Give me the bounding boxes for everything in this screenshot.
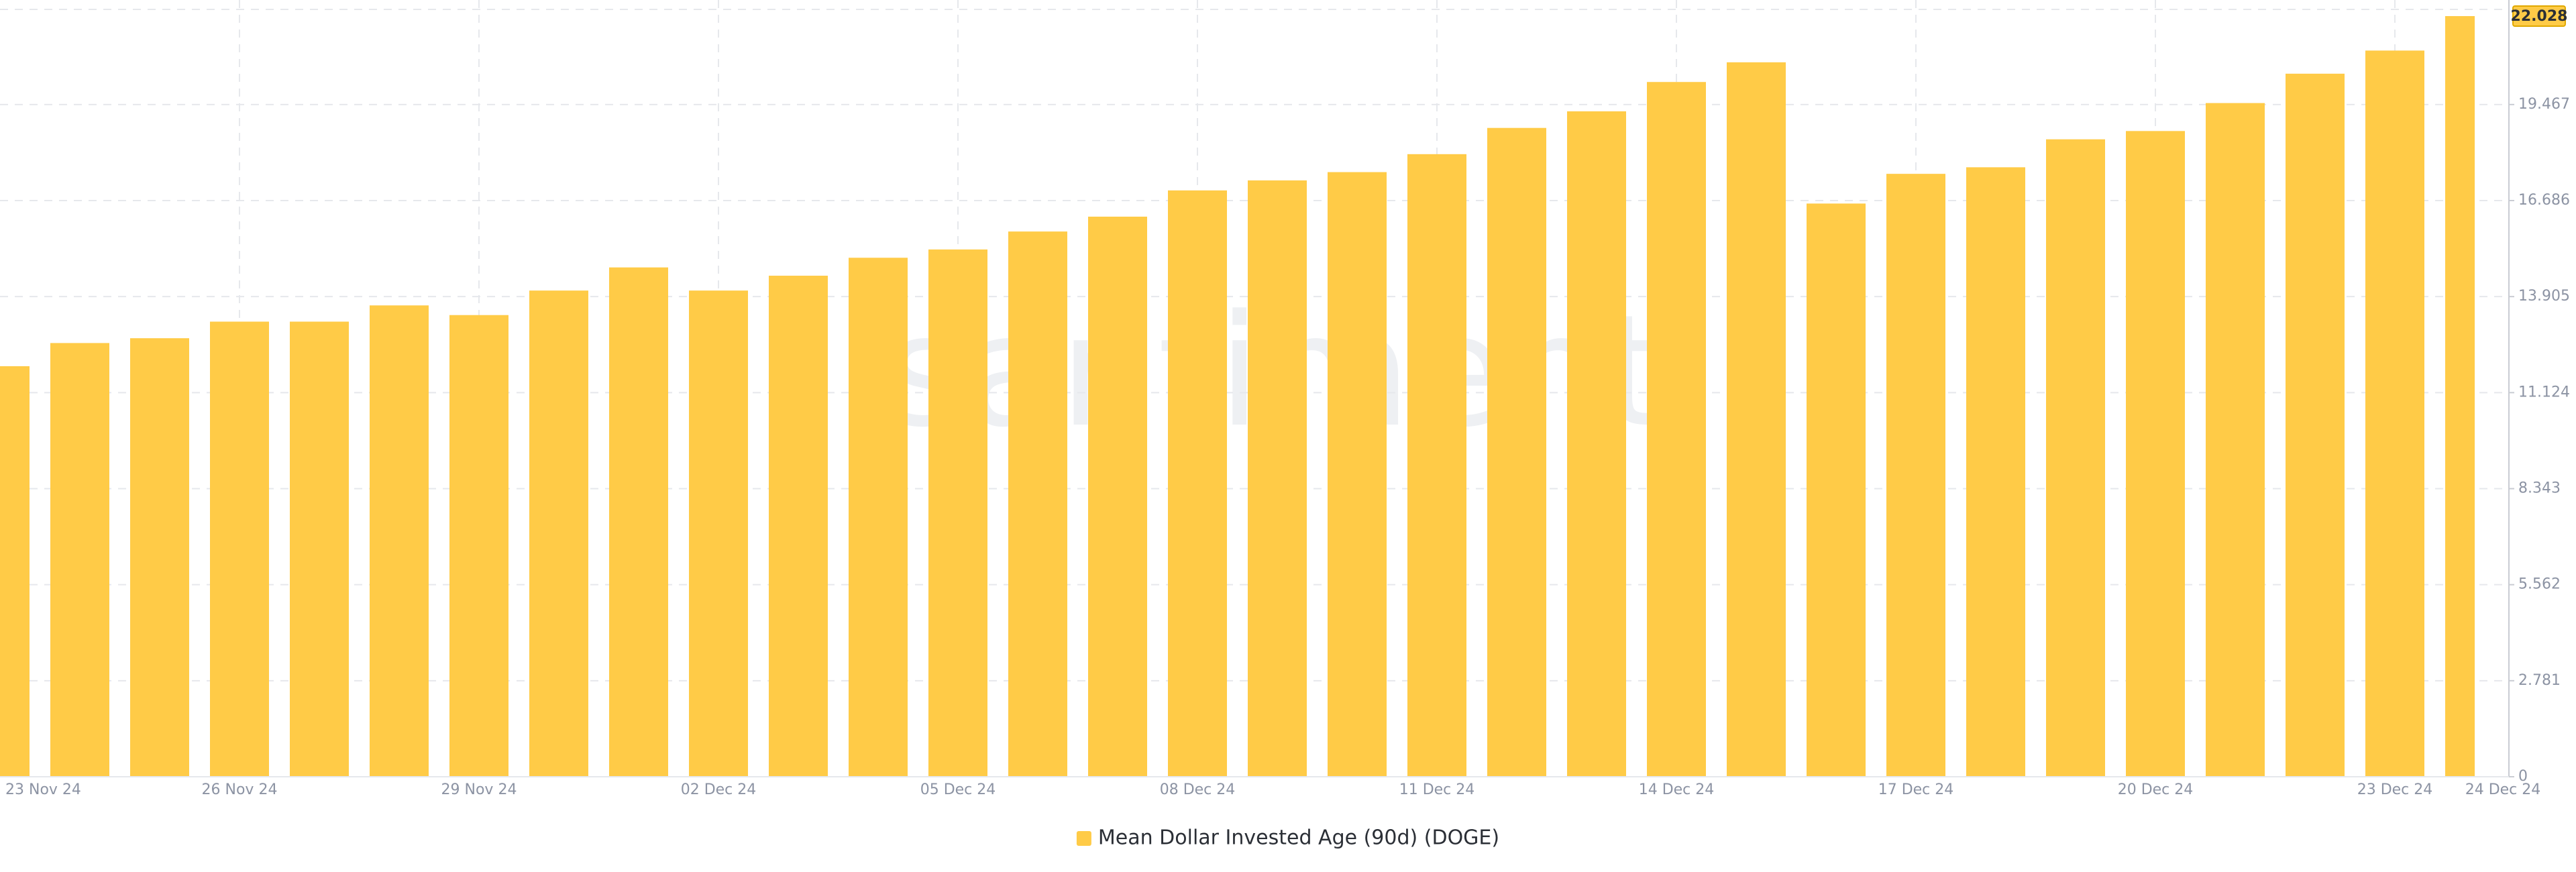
y-tick-label: 0 xyxy=(2518,768,2528,785)
bar xyxy=(2445,16,2475,777)
bar xyxy=(849,258,908,777)
bar xyxy=(1647,82,1706,777)
bar xyxy=(1407,154,1466,777)
x-tick-label: 24 Dec 24 xyxy=(2465,781,2541,798)
x-tick-label: 20 Dec 24 xyxy=(2118,781,2194,798)
y-tick-label: 5.562 xyxy=(2518,576,2561,593)
bars xyxy=(0,16,2475,777)
x-tick-label: 23 Dec 24 xyxy=(2357,781,2433,798)
bar xyxy=(2206,103,2265,777)
bar xyxy=(1487,127,1546,777)
bar xyxy=(1567,111,1626,777)
bar xyxy=(130,338,189,777)
bar xyxy=(609,267,668,777)
y-tick-label: 2.781 xyxy=(2518,672,2561,689)
bar xyxy=(210,321,269,777)
bar xyxy=(50,343,109,777)
y-tick-label: 16.686 xyxy=(2518,192,2570,209)
bar xyxy=(1008,231,1067,777)
bar xyxy=(928,249,987,777)
bar xyxy=(0,366,30,777)
bar xyxy=(1807,203,1866,777)
bar xyxy=(1088,216,1147,777)
bar xyxy=(449,315,508,777)
value-label-box xyxy=(2512,5,2566,27)
bar xyxy=(1168,190,1227,777)
bar xyxy=(1966,167,2025,777)
x-tick-label: 08 Dec 24 xyxy=(1160,781,1236,798)
bar xyxy=(290,321,349,777)
y-tick-label: 13.905 xyxy=(2518,288,2570,305)
value-label: 22.028 xyxy=(2511,8,2568,25)
y-tick-label: 19.467 xyxy=(2518,96,2570,113)
bar xyxy=(529,290,588,777)
x-tick-label: 11 Dec 24 xyxy=(1399,781,1475,798)
x-tick-label: 23 Nov 24 xyxy=(5,781,81,798)
x-tick-label: 05 Dec 24 xyxy=(920,781,996,798)
bar xyxy=(370,305,429,777)
legend-label: Mean Dollar Invested Age (90d) (DOGE) xyxy=(1098,826,1499,850)
y-tick-label: 8.343 xyxy=(2518,480,2561,497)
x-tick-label: 17 Dec 24 xyxy=(1878,781,1954,798)
x-tick-label: 26 Nov 24 xyxy=(202,781,278,798)
bar xyxy=(2046,139,2105,777)
legend-swatch xyxy=(1076,831,1091,846)
bar xyxy=(2365,50,2424,777)
bar xyxy=(2126,131,2185,777)
legend-item: Mean Dollar Invested Age (90d) (DOGE) xyxy=(1076,826,1499,850)
x-tick-label: 14 Dec 24 xyxy=(1639,781,1715,798)
bar xyxy=(1886,174,1945,777)
bar xyxy=(1248,180,1307,777)
x-tick-label: 29 Nov 24 xyxy=(441,781,517,798)
bar xyxy=(2286,73,2345,777)
y-tick-label: 11.124 xyxy=(2518,384,2570,400)
bar xyxy=(1727,62,1786,777)
x-tick-label: 02 Dec 24 xyxy=(681,781,757,798)
bar xyxy=(1328,172,1387,777)
bar xyxy=(769,276,828,777)
bar xyxy=(689,290,748,777)
